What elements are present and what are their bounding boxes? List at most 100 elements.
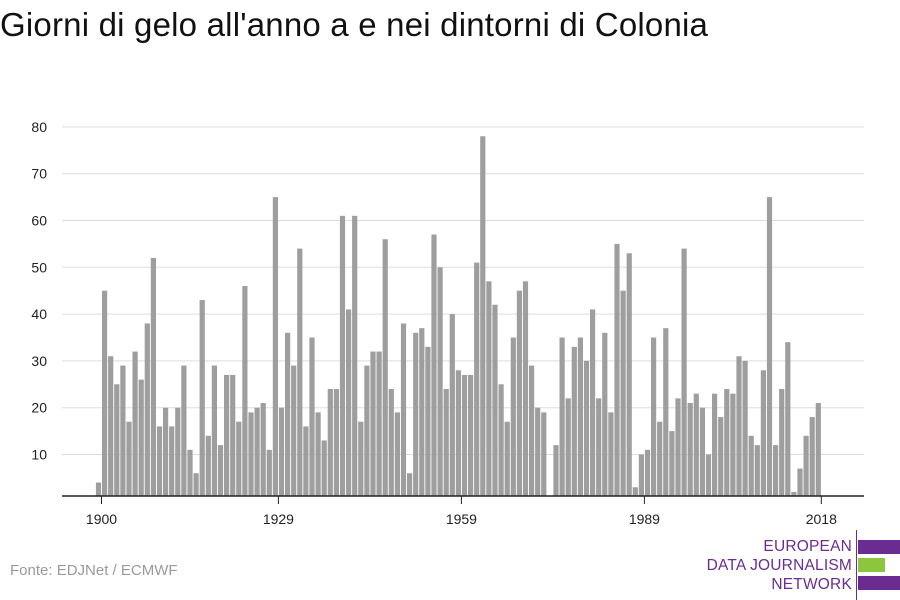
logo-bar-purple-top bbox=[858, 540, 900, 554]
logo-line-3: NETWORK bbox=[771, 576, 852, 593]
bar-1920 bbox=[217, 445, 224, 496]
logo-bar-green bbox=[858, 558, 885, 572]
bar-1914 bbox=[181, 365, 187, 496]
bar-2012 bbox=[779, 388, 785, 496]
bar-1965 bbox=[492, 304, 498, 496]
bar-1904 bbox=[120, 365, 126, 496]
bar-1911 bbox=[163, 407, 169, 496]
bar-1908 bbox=[144, 323, 150, 496]
bar-1943 bbox=[358, 421, 364, 496]
bar-1982 bbox=[596, 398, 602, 496]
bar-1954 bbox=[425, 346, 431, 496]
bar-1958 bbox=[449, 314, 455, 496]
bar-1929 bbox=[272, 197, 278, 496]
axes bbox=[62, 495, 864, 504]
bar-1916 bbox=[193, 473, 199, 496]
x-tick-label: 1989 bbox=[629, 511, 660, 527]
bar-1915 bbox=[187, 449, 193, 496]
bar-1969 bbox=[516, 290, 522, 496]
bar-1906 bbox=[132, 351, 138, 496]
bar-1977 bbox=[565, 398, 571, 496]
bar-1937 bbox=[321, 440, 327, 496]
bar-1939 bbox=[333, 388, 339, 496]
bar-2016 bbox=[803, 435, 809, 496]
logo-line-1: EUROPEAN bbox=[763, 538, 852, 555]
bar-1938 bbox=[327, 388, 333, 496]
bar-1959 bbox=[455, 370, 461, 496]
y-tick-labels: 10 20 30 40 50 60 70 80 bbox=[31, 119, 47, 463]
bar-1992 bbox=[657, 421, 663, 496]
bar-2002 bbox=[718, 417, 724, 496]
bar-1919 bbox=[211, 365, 217, 496]
bar-1960 bbox=[461, 374, 468, 496]
bar-1928 bbox=[266, 449, 272, 496]
edjnet-logo: EUROPEAN DATA JOURNALISM NETWORK bbox=[700, 530, 900, 600]
bar-1990 bbox=[644, 449, 651, 496]
bar-1900 bbox=[95, 482, 102, 496]
x-tick-label: 1959 bbox=[446, 511, 477, 527]
y-tick-label: 50 bbox=[31, 259, 47, 275]
y-tick-label: 40 bbox=[31, 306, 47, 322]
bar-1951 bbox=[407, 473, 413, 496]
bar-1984 bbox=[608, 412, 614, 496]
bar-1998 bbox=[693, 393, 699, 496]
bar-1933 bbox=[297, 248, 303, 496]
bar-1985 bbox=[614, 243, 620, 496]
bar-1972 bbox=[535, 407, 541, 496]
bar-1964 bbox=[486, 281, 492, 496]
bar-1968 bbox=[510, 337, 516, 496]
bar-1955 bbox=[431, 234, 437, 497]
bar-1903 bbox=[114, 384, 120, 496]
bar-1945 bbox=[370, 351, 376, 496]
y-tick-label: 70 bbox=[31, 166, 47, 182]
bars bbox=[95, 136, 821, 497]
bar-1986 bbox=[620, 290, 626, 496]
bar-1963 bbox=[480, 136, 486, 496]
chart-title: Giorni di gelo all'anno a e nei dintorni… bbox=[0, 6, 709, 43]
y-tick-label: 60 bbox=[31, 213, 47, 229]
bar-1923 bbox=[236, 421, 242, 496]
bar-1926 bbox=[254, 407, 260, 496]
x-tick-label: 1900 bbox=[86, 511, 117, 527]
bar-1947 bbox=[382, 239, 388, 496]
logo-line-2: DATA JOURNALISM bbox=[706, 557, 852, 574]
y-tick-label: 80 bbox=[31, 119, 47, 135]
bar-1973 bbox=[541, 412, 547, 496]
bar-1995 bbox=[675, 398, 681, 496]
bar-1997 bbox=[687, 403, 693, 496]
bar-1983 bbox=[602, 332, 608, 496]
bar-1902 bbox=[108, 356, 114, 496]
bar-1940 bbox=[339, 215, 346, 496]
logo-bar-purple-bottom bbox=[858, 576, 900, 590]
bar-2009 bbox=[760, 370, 766, 496]
bar-2017 bbox=[809, 417, 815, 496]
bar-1962 bbox=[474, 262, 480, 496]
bar-2014 bbox=[791, 491, 797, 496]
bar-1913 bbox=[175, 407, 181, 496]
bar-2018 bbox=[815, 403, 821, 496]
bar-2013 bbox=[785, 342, 791, 496]
bar-1941 bbox=[346, 309, 352, 496]
bar-1927 bbox=[260, 403, 266, 496]
bar-2005 bbox=[736, 356, 742, 496]
bar-2004 bbox=[730, 393, 736, 496]
bar-1925 bbox=[248, 412, 254, 496]
bar-1975 bbox=[553, 445, 559, 496]
y-tick-label: 10 bbox=[31, 447, 47, 463]
bar-1989 bbox=[638, 454, 644, 496]
logo-divider bbox=[856, 530, 857, 600]
bar-2007 bbox=[748, 435, 754, 496]
bar-2011 bbox=[773, 445, 779, 496]
bar-1942 bbox=[352, 215, 358, 496]
bar-1907 bbox=[138, 379, 144, 496]
bar-1970 bbox=[522, 281, 529, 496]
bar-1901 bbox=[102, 290, 108, 496]
bar-1905 bbox=[126, 421, 132, 496]
bar-1936 bbox=[315, 412, 321, 496]
source-note: Fonte: EDJNet / ECMWF bbox=[10, 562, 178, 579]
bar-1999 bbox=[699, 407, 705, 496]
bar-1931 bbox=[285, 332, 291, 496]
y-tick-label: 20 bbox=[31, 400, 47, 416]
bar-1910 bbox=[156, 426, 163, 496]
